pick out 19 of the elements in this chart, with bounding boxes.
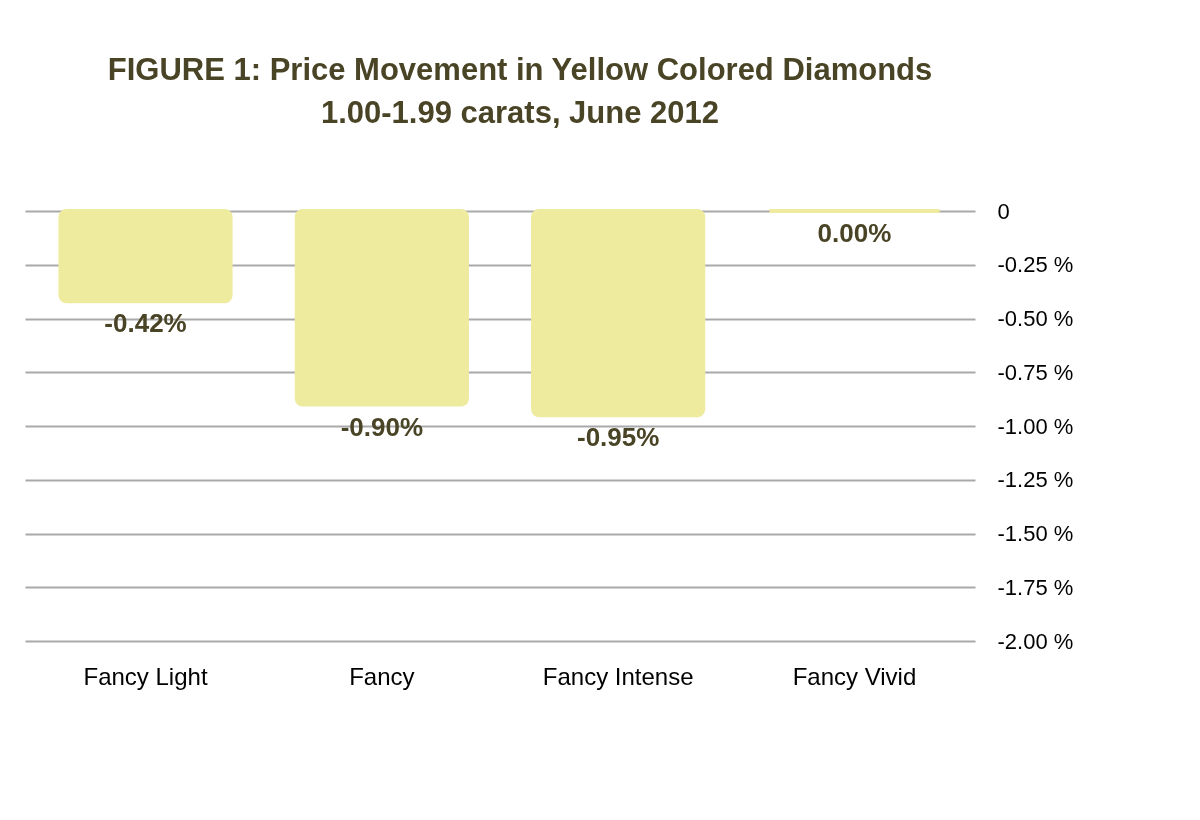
chart-title: FIGURE 1: Price Movement in Yellow Colored Diamonds (107, 52, 933, 87)
x-tick-label: Fancy (349, 662, 415, 690)
y-tick-label: -1.50 % (997, 521, 1074, 546)
x-tick-label: Fancy Light (83, 662, 208, 690)
y-tick-label: -1.75 % (997, 574, 1074, 600)
y-tick-label: -2.00 % (997, 628, 1074, 654)
x-tick-label: Fancy Vivid (792, 662, 917, 690)
x-tick-label: Fancy Intense (542, 662, 694, 690)
y-tick-label: -1.25 % (997, 467, 1074, 493)
data-label: -0.42% (104, 308, 187, 339)
y-tick-label: -0.25 % (997, 252, 1074, 278)
y-tick-label: -0.75 % (997, 359, 1074, 385)
data-label: -0.95% (576, 422, 660, 453)
y-tick-label: 0 (997, 198, 1010, 224)
data-label: 0.00% (817, 218, 892, 248)
data-label: -0.90% (340, 411, 424, 442)
y-tick-label: -0.50 % (997, 306, 1074, 331)
y-tick-label: -1.00 % (997, 413, 1074, 439)
chart-subtitle: 1.00-1.99 carats, June 2012 (320, 95, 720, 130)
